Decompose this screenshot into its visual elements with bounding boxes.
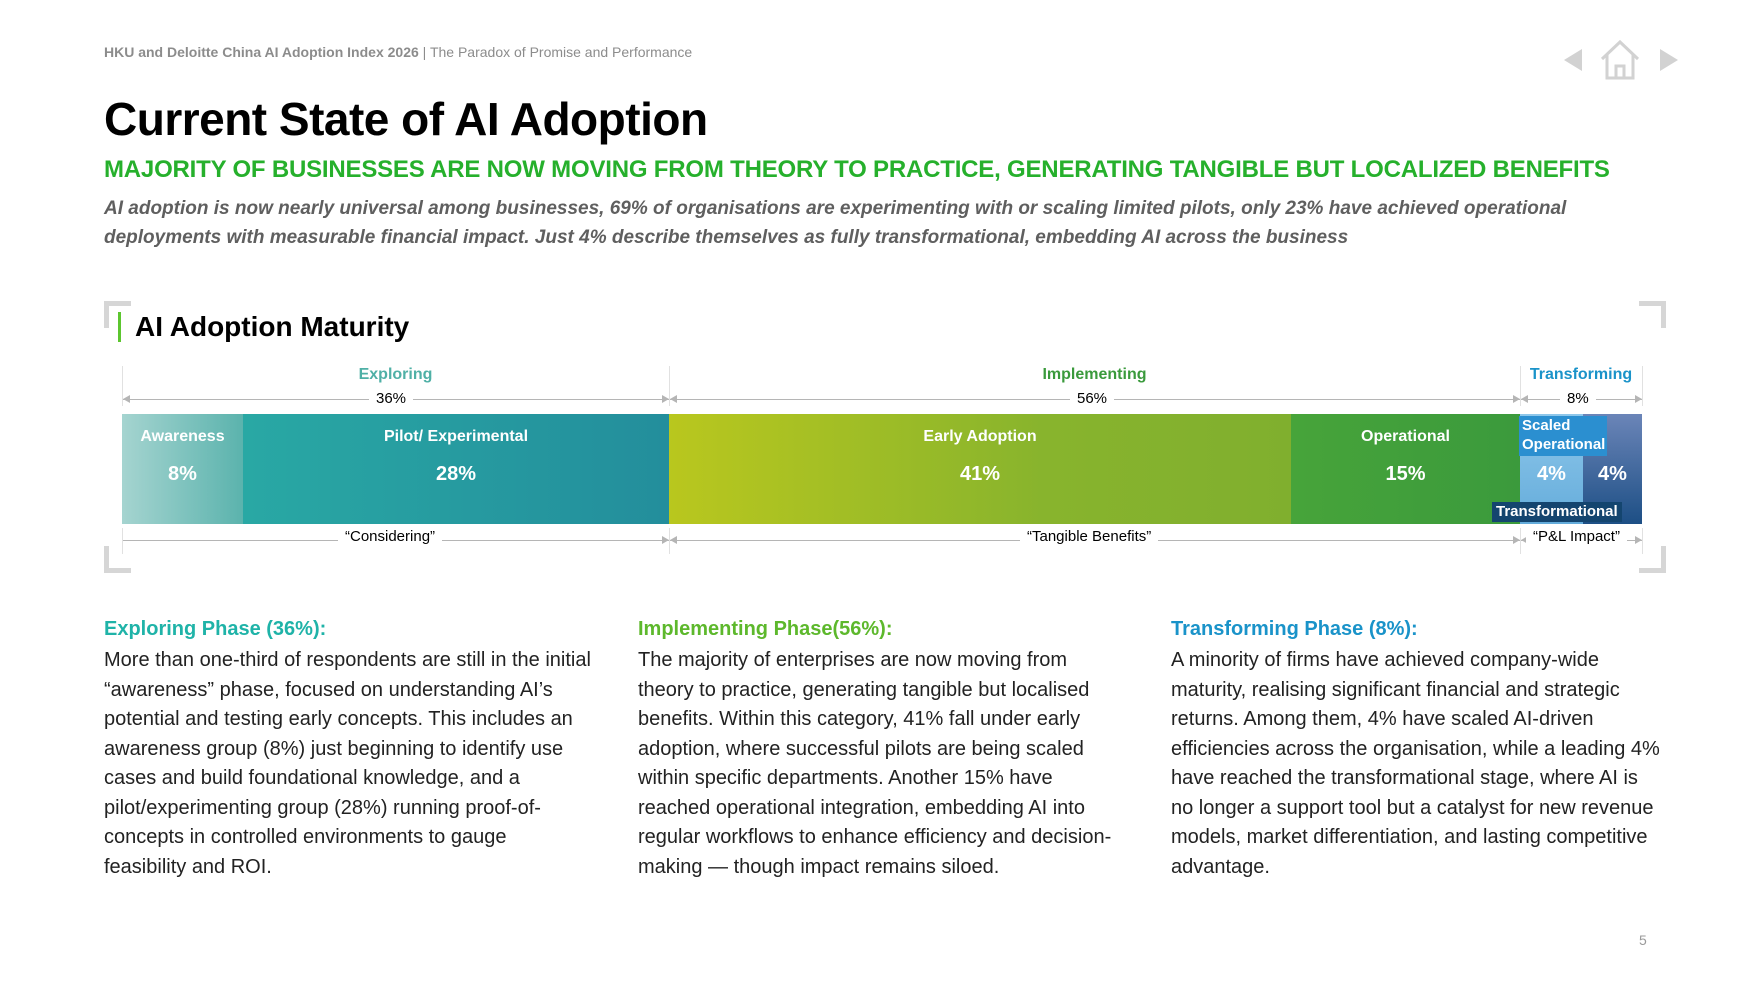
column-heading: Transforming Phase (8%): <box>1171 618 1418 640</box>
phase-divider <box>122 366 123 406</box>
phase-quote-exploring: “Considering” <box>338 528 443 545</box>
segment-label-line: Operational <box>1522 436 1606 453</box>
segment-label: Awareness <box>140 428 225 445</box>
frame-corner-top-right <box>1639 301 1666 328</box>
phase-divider-bottom <box>1642 528 1643 554</box>
column-transforming: Transforming Phase (8%): A minority of f… <box>1171 616 1661 882</box>
phase-label-exploring: Exploring <box>358 366 433 383</box>
segment-value: 28% <box>435 463 477 485</box>
segment-label-scaled-operational: Scaled Operational <box>1519 416 1608 456</box>
column-implementing: Implementing Phase(56%): The majority of… <box>638 616 1128 882</box>
segment-label: Operational <box>1361 428 1450 445</box>
phase-quote-transforming: “P&L Impact” <box>1526 528 1627 545</box>
header-separator: | <box>418 44 430 60</box>
segment-label: Early Adoption <box>923 428 1037 445</box>
segment-label-transformational: Transformational <box>1492 502 1622 522</box>
triangle-left-icon[interactable] <box>1564 49 1582 71</box>
phase-quote-implementing: “Tangible Benefits” <box>1020 528 1159 545</box>
phase-divider <box>1520 366 1521 406</box>
phase-percent-exploring: 36% <box>369 390 414 407</box>
column-heading: Exploring Phase (36%): <box>104 618 327 640</box>
segment-value: 41% <box>959 463 1001 485</box>
segment-label-line: Scaled <box>1522 417 1571 434</box>
bar-segment-operational: Operational 15% <box>1291 414 1520 524</box>
column-exploring: Exploring Phase (36%): More than one-thi… <box>104 616 594 882</box>
slide-navigation <box>1558 36 1678 84</box>
triangle-right-icon[interactable] <box>1660 49 1678 71</box>
phase-label-implementing: Implementing <box>1042 366 1147 383</box>
phase-divider-bottom <box>669 528 670 554</box>
phase-percent-implementing: 56% <box>1070 390 1115 407</box>
frame-corner-top-left <box>104 301 131 328</box>
report-title: HKU and Deloitte China AI Adoption Index… <box>104 44 419 60</box>
column-body: A minority of firms have achieved compan… <box>1171 649 1660 878</box>
bar-segment-pilot: Pilot/ Experimental 28% <box>243 414 669 524</box>
segment-value: 4% <box>1537 463 1566 485</box>
lead-paragraph: AI adoption is now nearly universal amon… <box>104 198 1567 248</box>
column-body: More than one-third of respondents are s… <box>104 649 591 878</box>
phase-divider-bottom <box>122 528 123 554</box>
home-icon[interactable] <box>1598 38 1642 82</box>
column-heading: Implementing Phase(56%): <box>638 618 893 640</box>
segment-value: 4% <box>1598 463 1627 485</box>
bar-segment-awareness: Awareness 8% <box>122 414 243 524</box>
phase-divider <box>669 366 670 406</box>
column-body: The majority of enterprises are now movi… <box>638 649 1112 878</box>
phase-divider <box>1642 366 1643 406</box>
report-header: HKU and Deloitte China AI Adoption Index… <box>104 44 692 60</box>
frame-corner-bottom-left <box>104 546 131 573</box>
phase-percent-transforming: 8% <box>1560 390 1596 407</box>
report-subtitle: The Paradox of Promise and Performance <box>429 44 693 60</box>
segment-label: Pilot/ Experimental <box>383 428 529 445</box>
chart-section-title: AI Adoption Maturity <box>118 312 409 342</box>
segment-value: 8% <box>168 463 197 485</box>
page-title: Current State of AI Adoption <box>104 93 708 145</box>
phase-label-transforming: Transforming <box>1529 366 1633 383</box>
segment-value: 15% <box>1385 463 1426 485</box>
bar-segment-early-adoption: Early Adoption 41% <box>669 414 1291 524</box>
page-subtitle: MAJORITY OF BUSINESSES ARE NOW MOVING FR… <box>104 156 1610 183</box>
page-number: 5 <box>1639 932 1647 948</box>
phase-divider-bottom <box>1520 528 1521 554</box>
frame-corner-bottom-right <box>1639 546 1666 573</box>
